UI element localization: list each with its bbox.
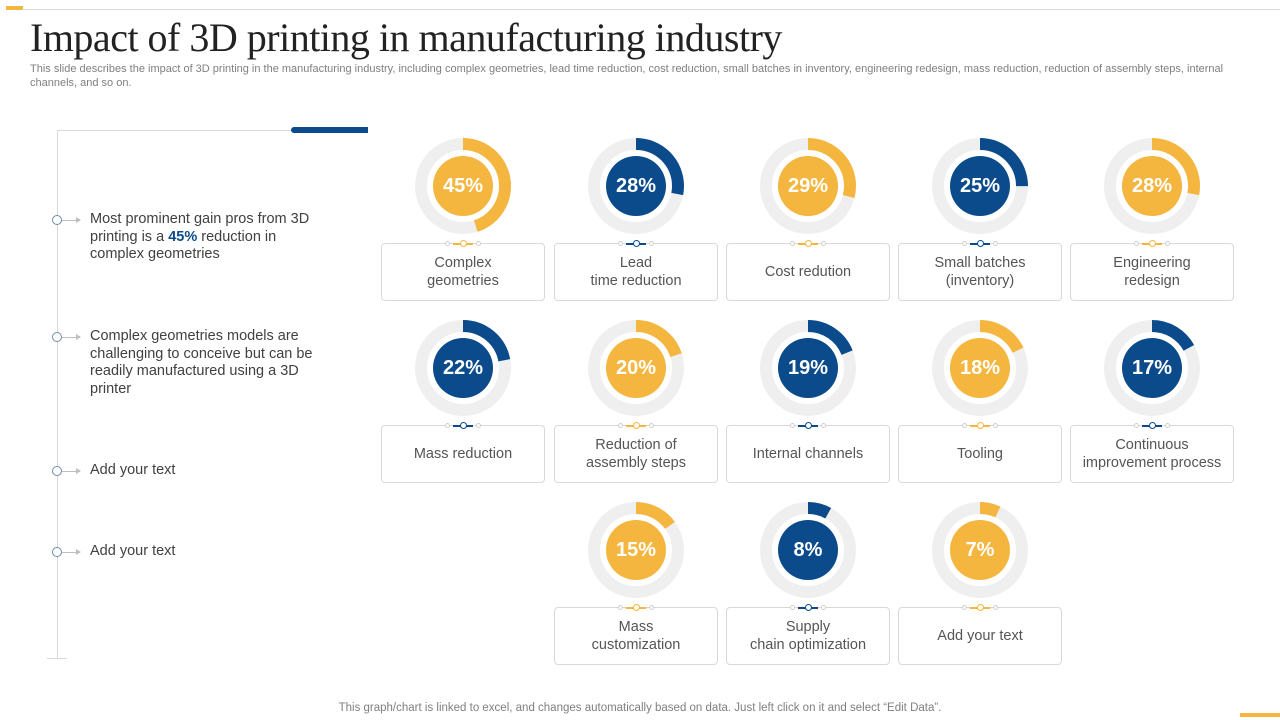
donut-chart (588, 138, 684, 234)
connector (962, 422, 998, 429)
donut-chart (415, 138, 511, 234)
donut-value: 28% (606, 156, 666, 216)
connector (1134, 240, 1170, 247)
donut-label-card: Engineering redesign (1070, 243, 1234, 301)
connector (790, 422, 826, 429)
donut-value: 8% (778, 520, 838, 580)
connector (445, 240, 481, 247)
donut-arc (760, 502, 856, 598)
donut-value: 25% (950, 156, 1010, 216)
point-text: Most prominent gain pros from 3D printin… (90, 211, 310, 262)
donut-label-card: Reduction of assembly steps (554, 425, 718, 483)
donut-label-card: Internal channels (726, 425, 890, 483)
donut-value: 19% (778, 338, 838, 398)
donut-chart (588, 320, 684, 416)
divider (22, 9, 1280, 10)
donut-arc (415, 320, 511, 416)
donut-arc (760, 138, 856, 234)
donut-label-card: Small batches (inventory) (898, 243, 1062, 301)
donut-label-card: Tooling (898, 425, 1062, 483)
connector (445, 422, 481, 429)
donut-label-card: Lead time reduction (554, 243, 718, 301)
donut-arc (588, 138, 684, 234)
donut-value: 22% (433, 338, 493, 398)
donut-label-card: Complex geometries (381, 243, 545, 301)
donut-chart (760, 320, 856, 416)
donut-arc (588, 320, 684, 416)
donut-arc (1104, 138, 1200, 234)
point-text: Complex geometries models are challengin… (90, 328, 313, 397)
connector (962, 604, 998, 611)
arrow-icon (62, 217, 81, 223)
left-point: Most prominent gain pros from 3D printin… (52, 211, 315, 264)
arrow-icon (62, 334, 81, 340)
donut-label-card: Continuous improvement process (1070, 425, 1234, 483)
donut-chart (1104, 138, 1200, 234)
connector (1134, 422, 1170, 429)
donut-label-card: Cost redution (726, 243, 890, 301)
accent-bar (6, 6, 23, 10)
donut-label-card: Add your text (898, 607, 1062, 665)
donut-chart (932, 502, 1028, 598)
donut-chart (932, 320, 1028, 416)
point-text: Add your text (90, 543, 176, 559)
donut-value: 7% (950, 520, 1010, 580)
left-point: Add your text (52, 462, 315, 480)
point-text: Add your text (90, 462, 176, 478)
footer-note: This graph/chart is linked to excel, and… (338, 702, 942, 714)
arrow-icon (62, 549, 81, 555)
left-point: Complex geometries models are challengin… (52, 328, 315, 398)
page-subtitle: This slide describes the impact of 3D pr… (30, 63, 1224, 89)
donut-label-card: Mass reduction (381, 425, 545, 483)
connector (790, 604, 826, 611)
page-title: Impact of 3D printing in manufacturing i… (30, 15, 782, 60)
donut-value: 20% (606, 338, 666, 398)
timeline-line (57, 130, 58, 658)
donut-arc (932, 138, 1028, 234)
donut-label-card: Mass customization (554, 607, 718, 665)
donut-value: 45% (433, 156, 493, 216)
donut-chart (415, 320, 511, 416)
connector (790, 240, 826, 247)
accent-bar-blue (291, 127, 368, 133)
donut-value: 15% (606, 520, 666, 580)
donut-arc (415, 138, 511, 234)
connector (962, 240, 998, 247)
donut-label-card: Supply chain optimization (726, 607, 890, 665)
arrow-icon (62, 468, 81, 474)
connector (618, 240, 654, 247)
donut-chart (932, 138, 1028, 234)
donut-chart (588, 502, 684, 598)
donut-chart (760, 138, 856, 234)
bullet-circle-icon (52, 215, 62, 225)
donut-chart (760, 502, 856, 598)
donut-value: 28% (1122, 156, 1182, 216)
donut-chart (1104, 320, 1200, 416)
accent-bar-bottom (1240, 713, 1280, 717)
timeline-bottom-line (47, 658, 67, 659)
bullet-circle-icon (52, 466, 62, 476)
connector (618, 604, 654, 611)
left-point: Add your text (52, 543, 315, 561)
bullet-circle-icon (52, 547, 62, 557)
timeline-top-line (57, 130, 368, 131)
donut-value: 18% (950, 338, 1010, 398)
donut-arc (932, 502, 1028, 598)
donut-arc (760, 320, 856, 416)
donut-value: 17% (1122, 338, 1182, 398)
donut-arc (932, 320, 1028, 416)
donut-arc (1104, 320, 1200, 416)
donut-arc (588, 502, 684, 598)
connector (618, 422, 654, 429)
donut-value: 29% (778, 156, 838, 216)
bullet-circle-icon (52, 332, 62, 342)
